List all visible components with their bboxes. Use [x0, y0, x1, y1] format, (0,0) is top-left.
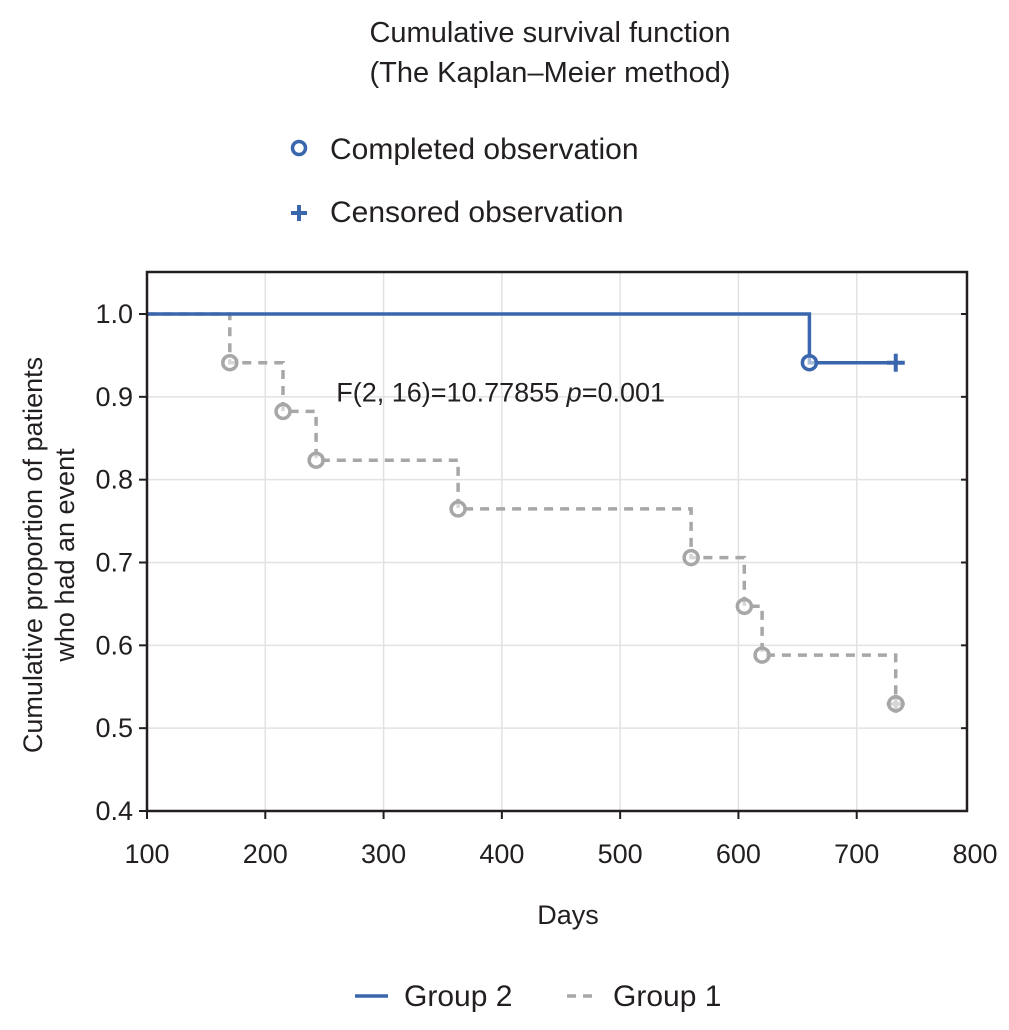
y-tick-label: 0.8: [95, 465, 133, 495]
event-marker: [886, 695, 905, 713]
legend-label-group-2: Group 2: [404, 980, 512, 1013]
plot-frame: [145, 270, 969, 813]
stat-annotation-suffix: =0.001: [582, 377, 665, 407]
marker-legend: Completed observation Censored observati…: [290, 133, 639, 229]
event-marker: [682, 548, 700, 567]
series-group-1: [147, 312, 905, 713]
event-marker: [800, 353, 819, 372]
y-axis-label-line1: Cumulative proportion of patients: [18, 357, 48, 753]
event-marker: [753, 646, 771, 664]
censored-marker-icon: [291, 205, 307, 221]
series-line-group-2: [147, 312, 896, 365]
y-tick-label: 0.6: [95, 630, 133, 660]
series-legend: Group 2 Group 1: [355, 980, 721, 1013]
x-tick-label: 600: [716, 839, 761, 869]
grid: [147, 272, 967, 811]
x-tick-label: 300: [361, 839, 406, 869]
stat-annotation-p: p: [566, 377, 582, 407]
event-marker: [449, 500, 467, 518]
event-marker: [221, 353, 239, 372]
y-tick-label: 0.9: [95, 382, 133, 412]
x-tick-label: 200: [243, 839, 288, 869]
y-axis-label-line2: who had an event: [50, 448, 80, 663]
x-tick-label: 400: [479, 839, 524, 869]
chart-subtitle: (The Kaplan–Meier method): [369, 57, 730, 89]
plot-series: [147, 312, 905, 713]
y-axis-ticks: 0.4 0.5 0.6 0.7 0.8 0.9 1.0: [95, 299, 967, 826]
stat-annotation-prefix: F(2, 16)=10.77855: [336, 377, 566, 407]
x-tick-label: 800: [952, 839, 997, 869]
y-tick-label: 0.4: [95, 796, 133, 826]
y-tick-label: 0.7: [95, 548, 133, 578]
censored-legend-label: Censored observation: [330, 196, 624, 229]
x-axis-label: Days: [537, 900, 599, 930]
event-marker: [307, 451, 325, 469]
x-tick-label: 700: [834, 839, 879, 869]
event-marker: [735, 597, 754, 616]
x-tick-label: 500: [598, 839, 643, 869]
y-tick-label: 0.5: [95, 713, 133, 743]
censored-marker: [886, 353, 905, 372]
completed-legend-label: Completed observation: [330, 133, 639, 166]
series-group-2: [147, 312, 905, 372]
x-tick-label: 100: [124, 839, 169, 869]
series-line-group-1: [147, 312, 898, 704]
chart-title: Cumulative survival function: [369, 17, 730, 49]
x-axis-ticks: 100 200 300 400 500 600 700 800: [124, 811, 998, 869]
legend-label-group-1: Group 1: [613, 980, 721, 1013]
stat-annotation: F(2, 16)=10.77855 p=0.001: [336, 377, 665, 407]
event-marker: [274, 402, 292, 421]
completed-marker-icon: [290, 139, 308, 157]
y-tick-label: 1.0: [95, 299, 133, 329]
